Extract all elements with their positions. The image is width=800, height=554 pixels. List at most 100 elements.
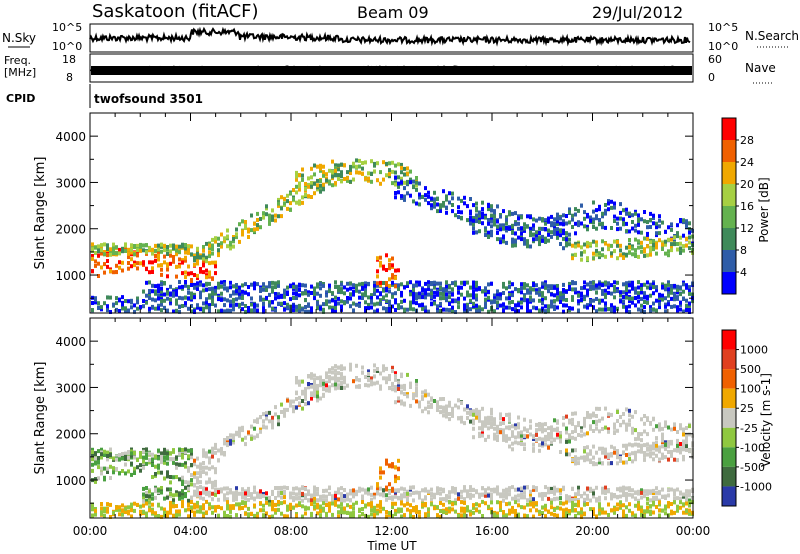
heatmap-cell xyxy=(109,476,112,480)
heatmap-cell xyxy=(289,493,292,498)
heatmap-cell xyxy=(637,506,640,511)
heatmap-cell xyxy=(586,224,589,229)
heatmap-cell xyxy=(682,439,685,444)
heatmap-cell xyxy=(301,307,304,312)
heatmap-cell xyxy=(178,512,181,517)
heatmap-cell xyxy=(235,493,238,498)
heatmap-cell xyxy=(406,489,409,494)
heatmap-cell xyxy=(241,232,244,237)
heatmap-cell xyxy=(505,305,508,310)
heatmap-cell xyxy=(583,285,586,289)
heatmap-cell xyxy=(382,493,385,498)
heatmap-cell xyxy=(559,233,562,238)
heatmap-cell xyxy=(265,496,268,501)
heatmap-cell xyxy=(664,511,667,516)
heatmap-cell xyxy=(181,284,184,289)
heatmap-cell xyxy=(592,200,595,205)
heatmap-cell xyxy=(457,210,460,214)
heatmap-cell xyxy=(511,243,514,248)
heatmap-cell xyxy=(544,304,547,309)
heatmap-cell xyxy=(403,285,406,290)
heatmap-cell xyxy=(445,408,448,413)
heatmap-cell xyxy=(502,226,505,231)
heatmap-cell xyxy=(406,394,409,399)
heatmap-cell xyxy=(124,471,127,476)
heatmap-cell xyxy=(403,386,406,391)
heatmap-cell xyxy=(487,295,490,300)
heatmap-cell xyxy=(334,295,337,300)
heatmap-cell xyxy=(547,309,550,313)
heatmap-cell xyxy=(643,414,646,418)
heatmap-cell xyxy=(322,309,325,314)
heatmap-cell xyxy=(211,497,214,502)
heatmap-cell xyxy=(199,495,202,500)
heatmap-cell xyxy=(157,255,160,259)
heatmap-cell xyxy=(316,498,319,503)
heatmap-cell xyxy=(163,447,166,452)
heatmap-cell xyxy=(121,456,124,461)
heatmap-cell xyxy=(415,180,418,185)
heatmap-cell xyxy=(577,293,580,298)
heatmap-cell xyxy=(391,275,394,280)
heatmap-cell xyxy=(226,288,229,293)
heatmap-cell xyxy=(355,170,358,175)
heatmap-cell xyxy=(469,495,472,500)
colorbar-swatch xyxy=(722,206,736,228)
heatmap-cell xyxy=(466,293,469,298)
heatmap-cell xyxy=(322,170,325,175)
heatmap-cell xyxy=(220,451,223,456)
heatmap-cell xyxy=(373,381,376,386)
heatmap-cell xyxy=(166,514,169,519)
heatmap-cell xyxy=(226,244,229,249)
heatmap-cell xyxy=(184,492,187,496)
heatmap-cell xyxy=(97,301,100,306)
heatmap-cell xyxy=(370,299,373,304)
heatmap-cell xyxy=(334,308,337,313)
heatmap-cell xyxy=(322,392,325,397)
heatmap-cell xyxy=(190,473,193,477)
heatmap-cell xyxy=(409,180,412,185)
heatmap-cell xyxy=(679,307,682,312)
heatmap-cell xyxy=(157,306,160,311)
heatmap-cell xyxy=(553,418,556,423)
heatmap-cell xyxy=(397,175,400,180)
heatmap-cell xyxy=(193,310,196,314)
heatmap-cell xyxy=(310,502,313,506)
heatmap-cell xyxy=(457,305,460,310)
heatmap-cell xyxy=(184,258,187,263)
heatmap-cell xyxy=(679,496,682,501)
heatmap-cell xyxy=(106,466,109,471)
heatmap-cell xyxy=(157,488,160,493)
heatmap-cell xyxy=(160,506,163,511)
heatmap-cell xyxy=(247,308,250,313)
heatmap-cell xyxy=(298,201,301,206)
heatmap-cell xyxy=(334,502,337,507)
heatmap-cell xyxy=(409,193,412,198)
heatmap-cell xyxy=(340,287,343,292)
heatmap-cell xyxy=(424,288,427,293)
heatmap-cell xyxy=(511,227,514,232)
heatmap-cell xyxy=(331,498,334,503)
heatmap-cell xyxy=(217,248,220,253)
heatmap-cell xyxy=(529,309,532,314)
heatmap-cell xyxy=(139,248,142,253)
heatmap-cell xyxy=(412,294,415,299)
heatmap-cell xyxy=(385,461,388,466)
heatmap-cell xyxy=(664,455,667,460)
heatmap-cell xyxy=(316,504,319,509)
heatmap-cell xyxy=(91,242,94,247)
heatmap-cell xyxy=(178,447,181,452)
heatmap-cell xyxy=(526,434,529,439)
heatmap-cell xyxy=(100,447,103,452)
heatmap-cell xyxy=(193,471,196,476)
heatmap-cell xyxy=(457,300,460,305)
heatmap-cell xyxy=(361,487,364,492)
heatmap-cell xyxy=(352,285,355,290)
heatmap-cell xyxy=(235,283,238,287)
heatmap-cell xyxy=(574,281,577,286)
heatmap-cell xyxy=(403,194,406,199)
heatmap-cell xyxy=(343,301,346,306)
heatmap-cell xyxy=(127,469,130,474)
heatmap-cell xyxy=(106,306,109,311)
heatmap-cell xyxy=(511,230,514,235)
